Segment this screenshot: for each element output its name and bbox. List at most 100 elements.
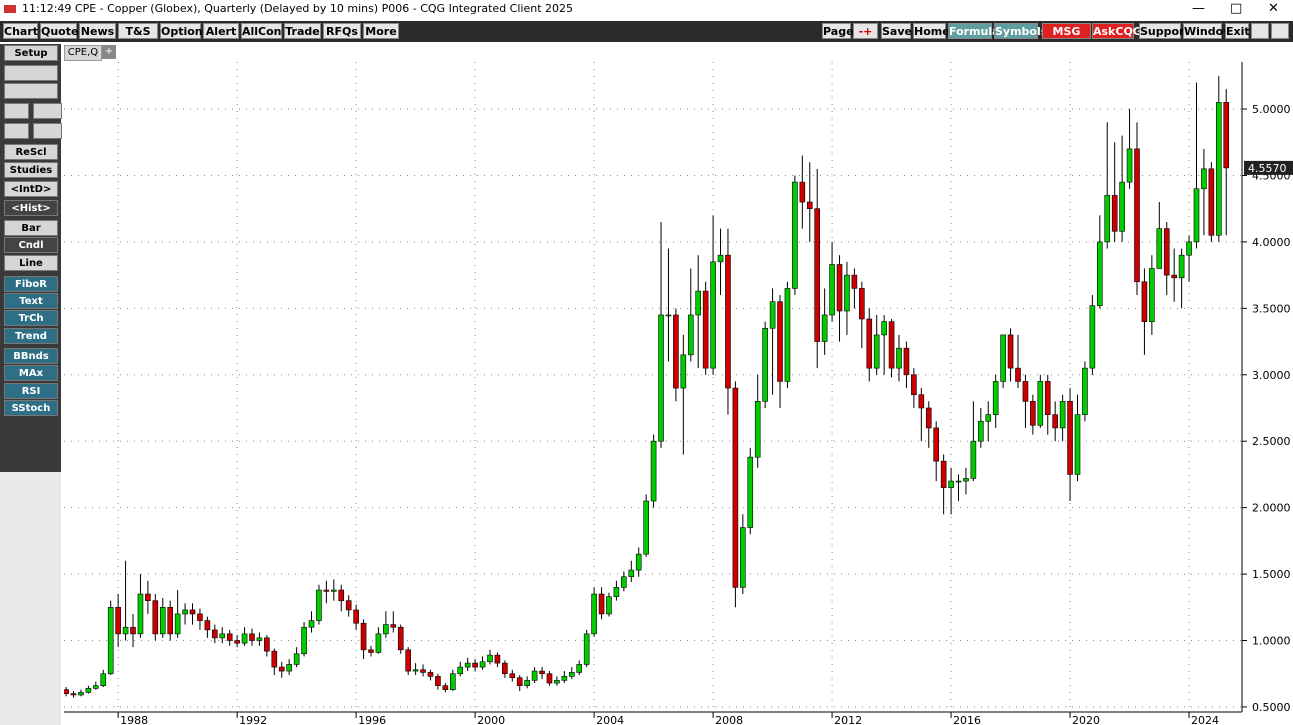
icon-button[interactable] — [4, 123, 29, 139]
candle-body — [725, 254, 731, 389]
candle-body — [383, 624, 389, 635]
candle-body — [286, 664, 292, 672]
toolbar-button[interactable]: Save — [881, 23, 912, 39]
candle-body — [568, 672, 575, 677]
candle-body — [1111, 195, 1118, 232]
x-tick-label: 2024 — [1191, 714, 1219, 725]
menu-button[interactable]: T&S — [118, 23, 158, 39]
toolbar-button[interactable]: Support — [1139, 23, 1190, 39]
candle-body — [93, 685, 99, 689]
candle-body — [204, 620, 211, 631]
restore-button[interactable] — [1251, 23, 1269, 39]
toolbar-button[interactable]: Home — [913, 23, 950, 39]
candle-body — [1089, 305, 1096, 369]
window-title: 11:12:49 CPE - Copper (Globex), Quarterl… — [22, 2, 574, 15]
candle-body — [249, 633, 255, 641]
candle-body — [479, 661, 486, 668]
help-button[interactable] — [1271, 23, 1289, 39]
sidebar-button[interactable]: Cndl — [4, 237, 58, 253]
icon-button[interactable] — [33, 103, 62, 119]
candle-body — [1030, 401, 1036, 426]
candle-body — [1037, 381, 1044, 426]
menu-button[interactable]: Alert — [203, 23, 239, 39]
candle-body — [687, 314, 694, 356]
menu-button[interactable]: AllCon — [241, 23, 282, 39]
candle-body — [1141, 281, 1148, 322]
candle-body — [1223, 102, 1230, 169]
maximize[interactable]: □ — [1230, 1, 1243, 16]
candle-body — [487, 654, 493, 663]
candle-body — [821, 314, 828, 342]
chart-tab[interactable]: CPE,Q — [64, 45, 102, 61]
sidebar-button[interactable]: MAx — [4, 365, 58, 381]
candle-body — [1201, 168, 1207, 190]
sidebar-button[interactable]: Line — [4, 255, 58, 271]
menu-button[interactable]: RFQs — [323, 23, 361, 39]
y-tick-label: 1.5000 — [1252, 568, 1291, 581]
candle-body — [948, 480, 954, 489]
add-tab[interactable]: + — [102, 45, 116, 59]
candle-body — [241, 633, 248, 644]
toolbar-button[interactable]: AskCQG — [1092, 23, 1142, 39]
sidebar-button[interactable]: Studies — [4, 162, 58, 178]
candle-body — [888, 321, 895, 369]
sidebar-button[interactable]: <Hist> — [4, 200, 58, 216]
x-tick-label: 2000 — [477, 714, 505, 725]
candle-body — [777, 301, 783, 382]
sidebar-button[interactable]: Trend — [4, 328, 58, 344]
y-tick-label: 0.5000 — [1252, 701, 1291, 714]
toolbar-button[interactable]: -+ — [853, 23, 878, 39]
candle-body — [851, 274, 858, 289]
sidebar: Setup ReScl Studies <IntD> <Hist> Bar Cndl Line… — [0, 44, 62, 472]
sidebar-button[interactable]: TrCh — [4, 310, 58, 326]
menu-button[interactable]: Quote — [40, 23, 79, 39]
sidebar-button[interactable]: Text — [4, 293, 58, 309]
sidebar-button[interactable]: SStoch — [4, 400, 58, 416]
icon-button[interactable] — [4, 83, 58, 99]
minimize[interactable]: — — [1192, 1, 1205, 16]
icon-button[interactable] — [33, 123, 62, 139]
candle-body — [219, 633, 226, 639]
candle-body — [502, 662, 508, 675]
menu-button[interactable]: More — [363, 23, 399, 39]
menu-button[interactable]: Trade — [284, 23, 321, 39]
toolbar-button[interactable]: MSG Cntr — [1042, 23, 1091, 54]
candle-body — [792, 181, 798, 289]
candle-body — [531, 670, 538, 681]
sidebar-button[interactable]: Bar — [4, 220, 58, 236]
candle-body — [1156, 228, 1163, 269]
candle-body — [732, 387, 739, 588]
candle-body — [1171, 274, 1177, 279]
candle-body — [873, 334, 880, 369]
candle-body — [115, 606, 121, 635]
toolbar-button[interactable]: Exit — [1225, 23, 1250, 39]
sidebar-button[interactable]: RSI — [4, 383, 58, 399]
menu-button[interactable]: News — [79, 23, 116, 39]
candle-body — [256, 637, 263, 641]
icon-button[interactable] — [4, 103, 29, 119]
sidebar-button[interactable]: Setup — [4, 45, 58, 61]
candle-body — [509, 673, 516, 679]
candle-body — [955, 480, 962, 483]
icon-button[interactable] — [4, 65, 58, 81]
menu-button[interactable]: Chart — [3, 23, 39, 39]
candle-body — [212, 629, 218, 639]
sidebar-button[interactable]: FiboR — [4, 276, 58, 292]
toolbar-button[interactable]: Symbols — [994, 23, 1048, 39]
candle-body — [1134, 148, 1140, 283]
menu-button[interactable]: Options — [160, 23, 210, 39]
toolbar-button[interactable]: Page — [822, 23, 854, 39]
candle-body — [1022, 381, 1029, 402]
candle-body — [390, 624, 397, 628]
candle-body — [1059, 401, 1066, 429]
candle-body — [613, 587, 620, 597]
candle-body — [918, 394, 925, 409]
toolbar-button[interactable]: Window — [1183, 23, 1234, 39]
close[interactable]: ✕ — [1268, 1, 1279, 16]
sidebar-button[interactable]: BBnds — [4, 348, 58, 364]
sidebar-button[interactable]: <IntD> — [4, 181, 58, 197]
sidebar-button[interactable]: ReScl — [4, 144, 58, 160]
candle-body — [1149, 268, 1155, 322]
toolbar-button[interactable]: Formula — [948, 23, 1000, 39]
candle-body — [658, 314, 664, 442]
